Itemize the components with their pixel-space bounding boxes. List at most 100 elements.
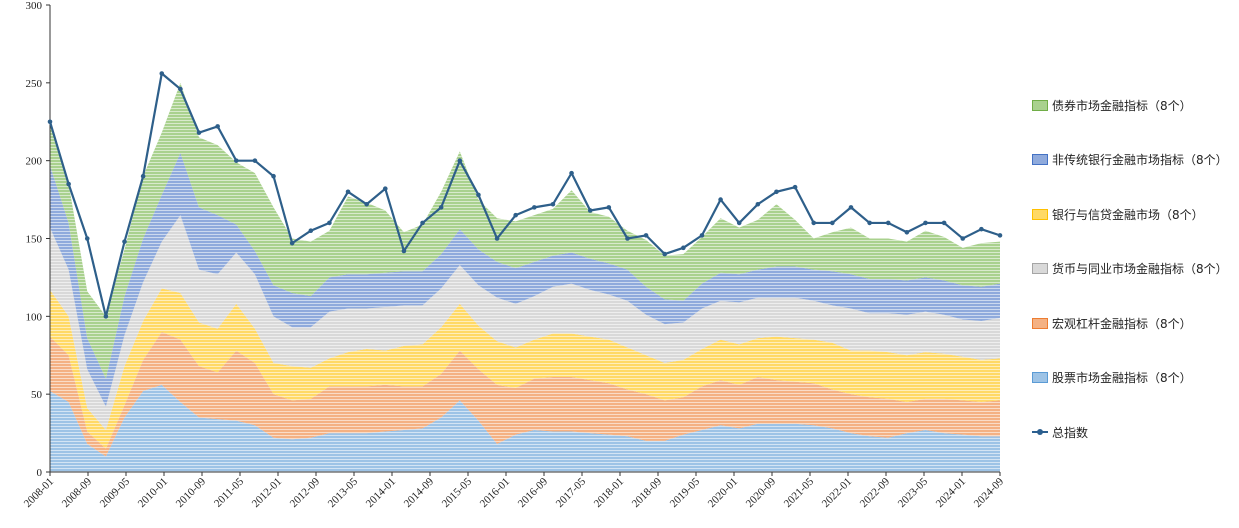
legend-label: 债券市场金融指标（8个） [1052, 98, 1192, 113]
x-tick-label: 2020-09 [744, 475, 779, 510]
x-tick-label: 2011-05 [212, 475, 246, 509]
total-index-point [252, 158, 258, 163]
total-index-point [681, 245, 686, 251]
total-index-point [904, 229, 910, 235]
legend-item-bank-credit: 银行与信贷金融市场（8个） [1032, 187, 1237, 242]
area-stripes-0 [50, 384, 1000, 472]
x-tick-label: 2019-05 [668, 475, 703, 510]
total-index-point [755, 201, 761, 207]
total-index-point [364, 201, 369, 207]
legend-swatch-bank-credit [1032, 208, 1048, 220]
x-tick-label: 2018-09 [630, 475, 665, 510]
total-index-point [196, 130, 202, 135]
x-tick-label: 2009-05 [98, 475, 133, 510]
total-index-point [140, 173, 146, 179]
total-index-point [606, 205, 612, 210]
x-tick-label: 2018-01 [592, 476, 626, 510]
x-tick-label: 2024-01 [934, 476, 968, 510]
total-index-point [289, 240, 295, 246]
total-index-point [66, 181, 71, 187]
legend-label: 总指数 [1052, 425, 1089, 440]
legend-item-nontraditional: 非传统银行金融市场指标（8个） [1032, 133, 1237, 188]
area-stripes-1 [50, 331, 1000, 457]
total-index-point [736, 220, 742, 226]
total-index-point [569, 170, 574, 176]
total-index-point [420, 220, 425, 226]
legend-item-macro-leverage: 宏观杠杆金融指标（8个） [1032, 296, 1237, 351]
area-stripes-2 [50, 288, 1000, 449]
legend-swatch-stock [1032, 372, 1048, 384]
total-index-point [401, 248, 407, 254]
total-index-point [960, 236, 966, 241]
legend-label: 宏观杠杆金融指标（8个） [1052, 316, 1192, 331]
total-index-point [532, 205, 537, 210]
legend-swatch-nontraditional [1032, 154, 1048, 166]
total-index-point [327, 220, 332, 226]
total-index-point [792, 184, 798, 190]
x-tick-label: 2012-01 [250, 476, 284, 510]
x-tick-label: 2012-09 [288, 475, 323, 510]
total-index-point [811, 220, 817, 226]
total-index-point [308, 228, 314, 234]
total-index-point [867, 220, 872, 226]
x-tick-label: 2020-01 [706, 476, 740, 510]
legend-swatch-money-interbank [1032, 263, 1048, 275]
legend-item-bond: 债券市场金融指标（8个） [1032, 78, 1237, 133]
total-index-point [178, 86, 183, 92]
total-index-point [84, 236, 90, 241]
total-index-point [718, 197, 723, 202]
total-index-point [941, 220, 947, 226]
total-index-point [979, 226, 984, 232]
total-index-point [587, 208, 593, 213]
total-index-point [513, 212, 518, 218]
x-tick-label: 2010-09 [174, 475, 209, 510]
x-tick-label: 2010-01 [136, 476, 170, 510]
total-index-point [122, 239, 127, 244]
x-tick-label: 2017-05 [554, 475, 589, 510]
y-tick-label: 150 [26, 234, 43, 246]
y-tick-label: 200 [26, 156, 43, 168]
legend-label: 银行与信贷金融市场（8个） [1052, 207, 1204, 222]
x-tick-label: 2008-09 [60, 475, 95, 510]
x-tick-label: 2022-09 [858, 475, 893, 510]
area-stripes-5 [50, 82, 1000, 379]
x-tick-label: 2008-01 [22, 476, 56, 510]
total-index-point [345, 189, 351, 195]
x-tick-label: 2024-09 [972, 475, 1007, 510]
total-index-point [625, 236, 630, 241]
x-tick-label: 2014-09 [402, 475, 437, 510]
x-tick-label: 2016-01 [478, 476, 512, 510]
total-index-point [494, 236, 500, 241]
legend-swatch-macro-leverage [1032, 317, 1048, 329]
total-index-point [662, 251, 668, 257]
legend: 债券市场金融指标（8个） 非传统银行金融市场指标（8个） 银行与信贷金融市场（8… [1032, 78, 1237, 460]
y-tick-label: 0 [37, 467, 43, 479]
total-index-point [885, 220, 891, 226]
y-tick-label: 50 [31, 389, 43, 401]
total-index-point [233, 158, 239, 163]
x-tick-label: 2013-05 [326, 475, 361, 510]
y-tick-label: 300 [26, 0, 43, 12]
area-stripes-4 [50, 152, 1000, 407]
total-index-point [848, 205, 854, 210]
total-index-point [476, 192, 481, 198]
total-index-point [47, 119, 53, 125]
total-index-point [271, 173, 276, 179]
total-index-polyline [48, 71, 1001, 317]
legend-item-stock: 股票市场金融指标（8个） [1032, 351, 1237, 406]
total-index-point [997, 233, 1003, 238]
legend-label: 非传统银行金融市场指标（8个） [1052, 153, 1228, 168]
legend-swatch-bond [1032, 99, 1048, 111]
area-layers [50, 82, 1000, 472]
legend-label: 货币与同业市场金融指标（8个） [1052, 262, 1228, 277]
y-tick-label: 100 [26, 311, 43, 323]
x-tick-label: 2022-01 [820, 476, 854, 510]
total-index-point [215, 124, 220, 129]
x-tick-label: 2021-05 [782, 475, 817, 510]
x-tick-label: 2016-09 [516, 475, 551, 510]
total-index-line [47, 71, 1003, 319]
total-index-point [438, 205, 444, 210]
total-index-point [103, 314, 109, 319]
x-tick-label: 2015-05 [440, 475, 475, 510]
